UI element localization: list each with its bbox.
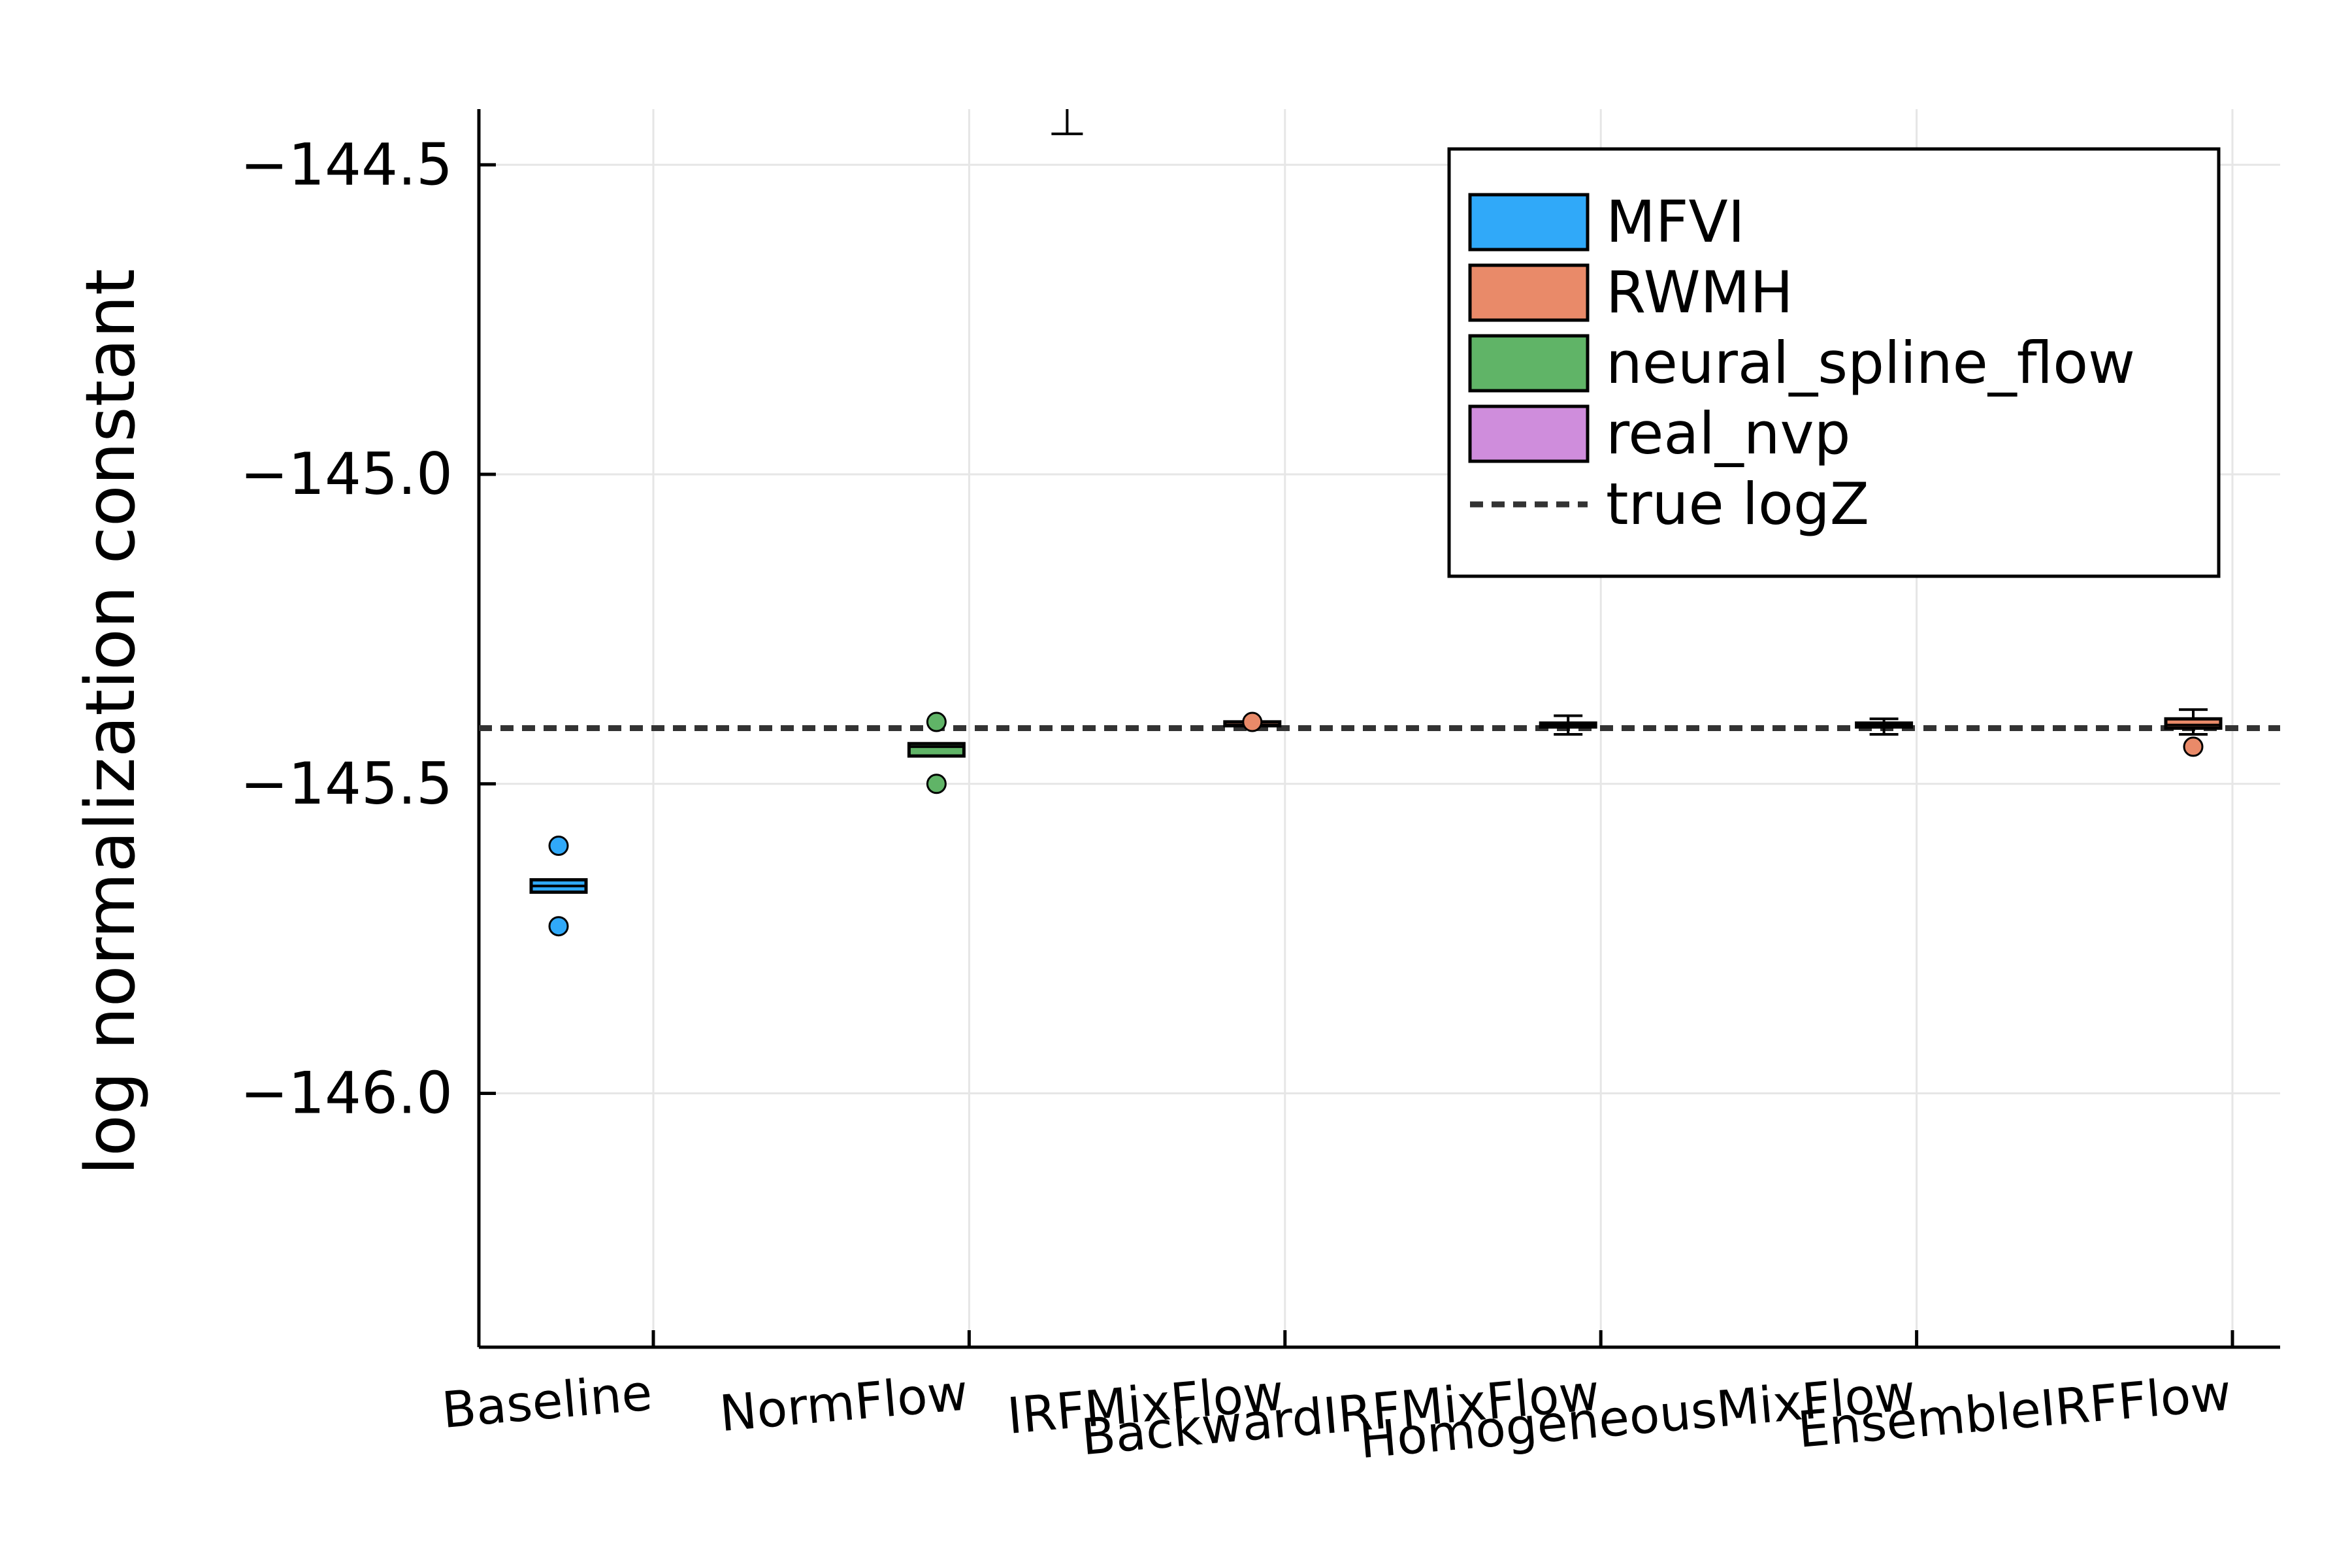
boxplot-layer bbox=[529, 109, 2223, 937]
outlier-point bbox=[926, 774, 947, 794]
legend-item-true-logz: true logZ bbox=[1470, 470, 1869, 538]
legend-swatch bbox=[1468, 334, 1590, 393]
legend-item-neural-spline-flow: neural_spline_flow bbox=[1468, 329, 2135, 397]
legend-swatch bbox=[1468, 193, 1590, 252]
boxplot-homogeneousmixflow-rwmh bbox=[1855, 717, 1914, 736]
legend-item-real-nvp: real_nvp bbox=[1468, 400, 1850, 467]
x-tick-label: NormFlow bbox=[717, 1363, 970, 1443]
box bbox=[2164, 717, 2223, 730]
outlier-point bbox=[548, 836, 569, 857]
outlier-point bbox=[926, 711, 947, 732]
boxplot-backwardirfmixflow-rwmh bbox=[1539, 714, 1597, 736]
boxplot-ensembleirfflow-rwmh bbox=[2164, 708, 2223, 757]
legend-item-rwmh: RWMH bbox=[1468, 259, 1793, 326]
outlier-point bbox=[2183, 736, 2204, 757]
boxplot-normflow-real-nvp bbox=[1051, 109, 1083, 135]
outlier-point bbox=[1242, 711, 1263, 732]
x-tick-labels: Baseline NormFlow IRFMixFlowBackwardIRFMix… bbox=[440, 1363, 2234, 1469]
y-tick-label: −146.0 bbox=[240, 1060, 453, 1127]
legend-label: true logZ bbox=[1606, 470, 1869, 538]
y-tick-label: −144.5 bbox=[240, 131, 453, 198]
x-tick-label: Baseline bbox=[440, 1363, 655, 1439]
y-axis-label: log normalization constant bbox=[71, 269, 150, 1175]
y-tick-label: −145.0 bbox=[240, 440, 453, 508]
legend-swatch bbox=[1468, 263, 1590, 322]
legend-label: MFVI bbox=[1606, 188, 1745, 255]
legend-label: RWMH bbox=[1606, 259, 1793, 326]
boxplot-normflow-neural-spline-flow bbox=[907, 711, 966, 794]
legend-swatch bbox=[1468, 404, 1590, 463]
boxplot-irfmixflow-rwmh bbox=[1223, 711, 1282, 732]
legend-item-mfvi: MFVI bbox=[1468, 188, 1745, 255]
outlier-point bbox=[548, 916, 569, 937]
legend-label: real_nvp bbox=[1606, 400, 1850, 467]
y-tick-label: −145.5 bbox=[240, 750, 453, 817]
y-tick-labels: −144.5 −145.0 −145.5 −146.0 bbox=[240, 131, 453, 1126]
boxplot-baseline-mfvi bbox=[529, 836, 588, 937]
legend-label: neural_spline_flow bbox=[1606, 329, 2135, 397]
